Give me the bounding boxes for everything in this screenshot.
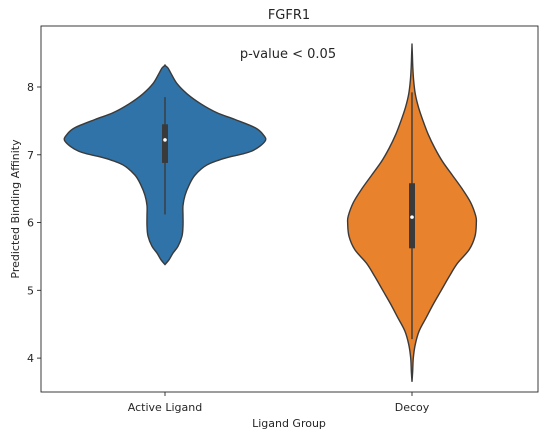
chart-title: FGFR1	[268, 8, 310, 23]
iqr-box	[162, 124, 168, 163]
y-axis: 4 5 6 7 8	[27, 81, 41, 365]
y-tick-label: 4	[27, 352, 34, 365]
x-axis: Active Ligand Decoy	[128, 392, 430, 414]
y-axis-title: Predicted Binding Affinity	[9, 139, 22, 279]
boxes-layer	[162, 92, 415, 340]
p-value-annotation: p-value < 0.05	[240, 47, 336, 62]
plot-frame	[40, 25, 539, 393]
y-tick-label: 5	[27, 284, 34, 297]
median-marker	[163, 138, 167, 142]
x-axis-title: Ligand Group	[252, 417, 326, 430]
y-tick-label: 8	[27, 81, 34, 94]
x-tick-label: Decoy	[395, 401, 430, 414]
median-marker	[410, 215, 414, 219]
x-tick-label: Active Ligand	[128, 401, 202, 414]
y-tick-label: 7	[27, 149, 34, 162]
y-tick-label: 6	[27, 217, 34, 230]
